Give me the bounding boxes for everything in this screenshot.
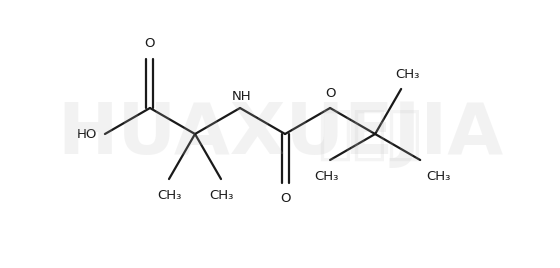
Text: NH: NH [232, 90, 252, 103]
Text: CH₃: CH₃ [426, 170, 451, 183]
Text: HUAXUEJIA: HUAXUEJIA [57, 99, 503, 169]
Text: HO: HO [77, 128, 97, 140]
Text: CH₃: CH₃ [209, 189, 233, 202]
Text: CH₃: CH₃ [314, 170, 338, 183]
Text: O: O [144, 37, 155, 50]
Text: O: O [325, 87, 335, 100]
Text: 化学加: 化学加 [318, 106, 422, 162]
Text: O: O [280, 192, 290, 205]
Text: CH₃: CH₃ [157, 189, 181, 202]
Text: CH₃: CH₃ [395, 68, 419, 81]
